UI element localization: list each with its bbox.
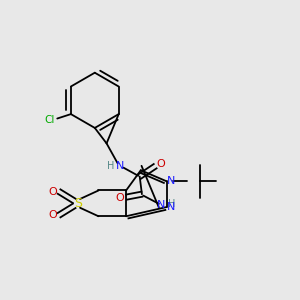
Text: O: O <box>48 187 57 196</box>
Text: O: O <box>48 210 57 220</box>
Text: O: O <box>116 193 124 203</box>
Text: Cl: Cl <box>45 116 55 125</box>
Text: H: H <box>107 161 114 171</box>
Text: N: N <box>167 176 175 186</box>
Text: O: O <box>156 159 165 170</box>
Text: N: N <box>157 200 165 210</box>
Text: H: H <box>168 200 175 209</box>
Text: N: N <box>167 202 175 212</box>
Text: N: N <box>116 161 125 171</box>
Text: S: S <box>74 197 82 210</box>
